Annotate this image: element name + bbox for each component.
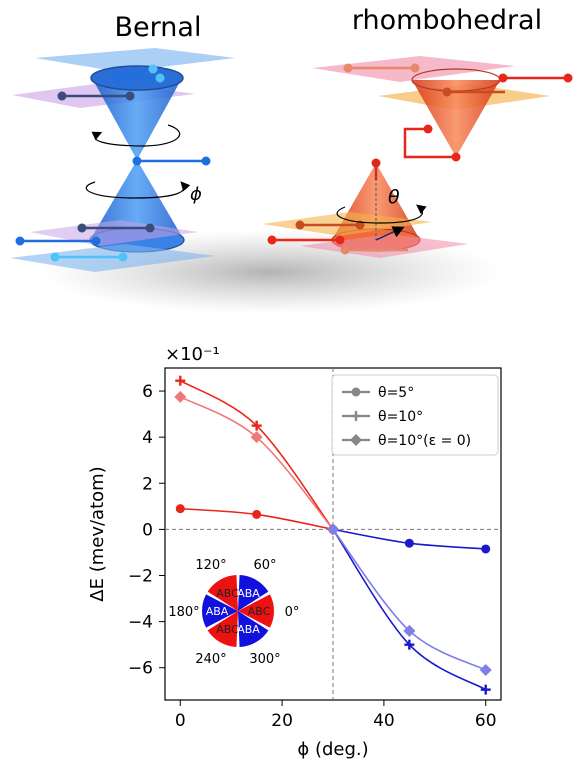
atom-marker	[132, 156, 142, 166]
data-point-circle	[404, 538, 414, 548]
atom-marker	[563, 73, 573, 83]
atom-marker	[148, 64, 158, 74]
y-tick-label: 4	[142, 428, 153, 448]
rhombohedral-stack: θ	[262, 56, 573, 258]
legend-label: θ=10°	[378, 409, 423, 425]
atom-marker	[50, 252, 60, 262]
atom-marker	[335, 235, 345, 245]
bernal-upper-cone	[92, 78, 182, 160]
legend-label: θ=5°	[378, 385, 414, 401]
y-tick-label: 2	[142, 474, 153, 494]
atom-marker	[145, 223, 155, 233]
wheel-angle-label: 60°	[253, 558, 276, 573]
atom-marker	[295, 220, 305, 230]
bernal-bottom-purple-plane	[30, 220, 198, 246]
atom-marker	[267, 235, 277, 245]
atom-marker	[57, 91, 67, 101]
atom-marker	[423, 124, 433, 134]
rotation-arrow-icon	[336, 204, 427, 224]
rotation-arrow-icon	[91, 124, 181, 147]
wheel-angle-label: 180°	[168, 605, 199, 620]
bernal-title: Bernal	[115, 12, 202, 43]
wheel-sector	[207, 575, 238, 611]
series-line	[179, 379, 334, 530]
rhombo-upper-cone	[412, 80, 500, 157]
atom-marker	[343, 63, 353, 73]
atom-marker	[125, 91, 135, 101]
x-tick-label: 60	[475, 711, 497, 731]
y-tick-label: −2	[128, 567, 153, 587]
x-axis-label: ϕ (deg.)	[297, 739, 368, 760]
legend: θ=5° θ=10° θ=10°(ε = 0)	[331, 374, 499, 456]
y-tick-label: −4	[128, 613, 153, 633]
bernal-stack: ϕ	[10, 48, 235, 272]
data-point-circle	[351, 387, 361, 397]
wheel-sector-label: ABC	[216, 623, 239, 636]
wheel-sector	[207, 611, 238, 647]
wheel-sector-label: ABA	[237, 587, 260, 600]
data-point-plus	[480, 684, 491, 695]
inset-wheel: ABC 0° ABA 60° ABC 120° ABA 180° ABC 240° ABA 300°	[168, 558, 299, 667]
y-tick-label: 6	[142, 382, 153, 402]
wheel-sector-label: ABA	[206, 605, 229, 618]
wheel-sector	[238, 594, 274, 628]
series-line	[332, 528, 487, 691]
data-point-diamond	[250, 431, 263, 444]
data-point-circle	[481, 544, 491, 554]
theta-label: θ	[388, 186, 400, 208]
wheel-angle-label: 240°	[195, 652, 226, 667]
y-axis-label: ΔE (mev/atom)	[87, 466, 108, 601]
wheel-sector-label: ABC	[216, 587, 239, 600]
data-point-plus	[175, 375, 186, 386]
data-point-plus	[351, 411, 361, 421]
atom-marker	[113, 73, 123, 83]
atom-marker	[91, 236, 101, 246]
x-tick-label: 20	[271, 711, 293, 731]
data-point-plus	[404, 639, 415, 650]
wheel-angle-label: 0°	[285, 605, 300, 620]
atom-marker	[498, 73, 508, 83]
legend-label: θ=10°(ε = 0)	[378, 433, 471, 449]
stacking-illustration: Bernal rhombohedral	[10, 5, 573, 314]
atom-marker	[442, 87, 452, 97]
x-tick-label: 0	[175, 711, 186, 731]
x-tick-label: 40	[373, 711, 395, 731]
data-point-diamond	[174, 390, 187, 403]
bernal-lower-cone	[90, 160, 184, 240]
wheel-sector	[238, 611, 269, 647]
data-point-plus	[251, 420, 262, 431]
data-point-diamond	[479, 664, 492, 677]
wheel-sector	[238, 575, 269, 611]
atom-marker	[118, 252, 128, 262]
y-tick-label: −6	[128, 659, 153, 679]
bernal-top-blue-plane	[35, 48, 235, 72]
data-point-circle	[252, 509, 262, 519]
wheel-angle-label: 120°	[195, 558, 226, 573]
atom-marker	[155, 73, 165, 83]
phi-label: ϕ	[190, 184, 202, 205]
rotation-arrow-icon	[85, 181, 191, 199]
data-point-diamond	[350, 434, 362, 446]
data-point-circle	[175, 504, 185, 514]
legend-box	[331, 374, 499, 456]
atom-marker	[201, 156, 211, 166]
wheel-sector-label: ABA	[237, 623, 260, 636]
atom-marker	[410, 63, 420, 73]
rhombo-interlayer-link	[403, 127, 456, 159]
atom-marker	[451, 152, 461, 162]
rhombohedral-title: rhombohedral	[352, 5, 542, 36]
atom-marker	[15, 236, 25, 246]
y-scale-label: ×10⁻¹	[165, 344, 220, 365]
marks-layer	[174, 375, 492, 695]
y-tick-label: 0	[142, 520, 153, 540]
atom-marker	[77, 223, 87, 233]
wheel-sector	[202, 594, 238, 628]
data-point-diamond	[327, 523, 339, 536]
wheel-sector-label: ABC	[248, 605, 271, 618]
atom-marker	[340, 245, 350, 255]
data-point-diamond	[403, 624, 416, 637]
wheel-angle-label: 300°	[249, 652, 280, 667]
